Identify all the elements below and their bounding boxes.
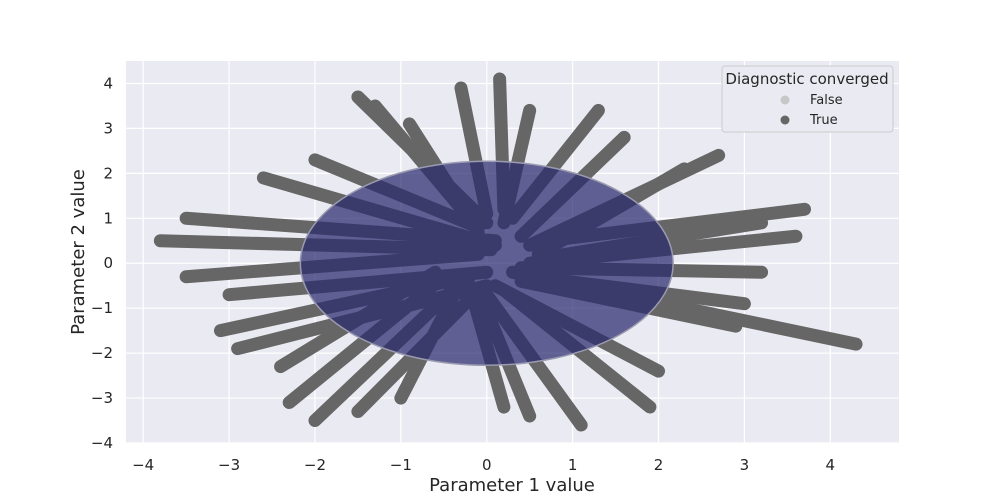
x-axis-title: Parameter 1 value: [429, 475, 595, 496]
y-axis-title: Parameter 2 value: [68, 169, 89, 335]
legend-title: Diagnostic converged: [725, 70, 888, 88]
y-tick-labels: −4 −3 −2 −1 0 1 2 3 4: [91, 74, 113, 452]
y-tick-label: −3: [91, 389, 113, 407]
legend-marker-true: [780, 115, 790, 125]
x-tick-label: −1: [390, 456, 412, 474]
confidence-ellipse: [299, 160, 674, 367]
y-tick-label: −2: [91, 344, 113, 362]
y-tick-label: −1: [91, 299, 113, 317]
x-tick-label: 1: [568, 456, 578, 474]
y-tick-label: 4: [103, 74, 113, 92]
y-tick-label: 2: [103, 164, 113, 182]
y-tick-label: −4: [91, 434, 113, 452]
x-tick-label: −3: [218, 456, 240, 474]
legend-label-false: False: [810, 93, 843, 108]
x-tick-label: 0: [482, 456, 492, 474]
x-tick-label: −2: [304, 456, 326, 474]
x-tick-labels: −4 −3 −2 −1 0 1 2 3 4: [132, 456, 835, 474]
legend-label-true: True: [809, 113, 838, 128]
legend-box: [721, 65, 894, 133]
legend: Diagnostic converged False True: [721, 65, 894, 133]
x-tick-label: 4: [826, 456, 836, 474]
legend-marker-false: [780, 95, 790, 105]
x-tick-label: −4: [132, 456, 154, 474]
y-tick-label: 0: [103, 254, 113, 272]
y-tick-label: 1: [103, 209, 113, 227]
y-tick-label: 3: [103, 119, 113, 137]
x-tick-label: 3: [740, 456, 750, 474]
x-tick-label: 2: [654, 456, 664, 474]
